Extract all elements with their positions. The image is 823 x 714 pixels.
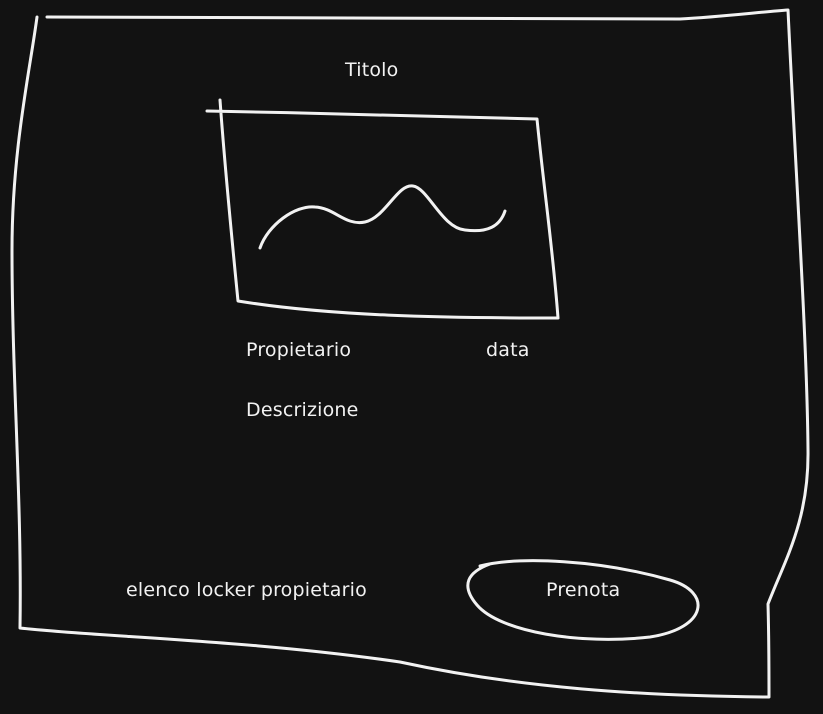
book-button-label: Prenota <box>546 579 621 601</box>
book-button-outline <box>466 559 700 641</box>
owner-label: Propietario <box>246 339 352 361</box>
chart-line-icon <box>258 184 507 250</box>
book-button[interactable]: Prenota <box>465 558 705 642</box>
image-placeholder <box>205 98 560 320</box>
description-label: Descrizione <box>246 399 359 421</box>
page-title: Titolo <box>345 59 399 81</box>
date-label: data <box>486 339 530 361</box>
locker-list-link[interactable]: elenco locker propietario <box>126 579 367 601</box>
screen-frame <box>10 8 810 699</box>
